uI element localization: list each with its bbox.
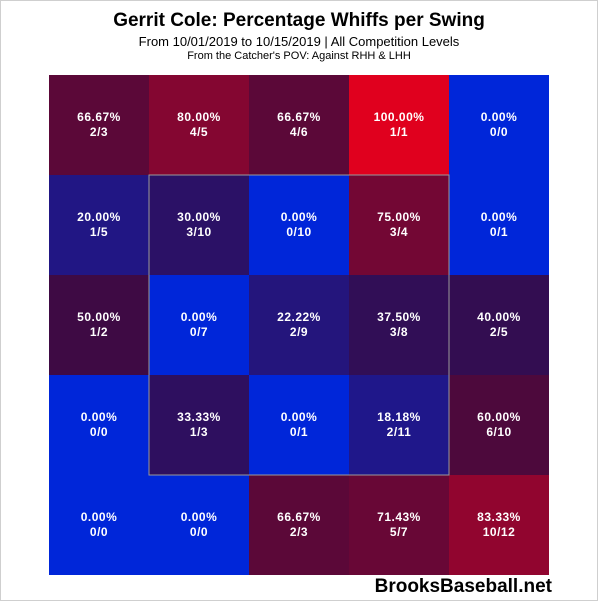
cell-count-label: 6/10 <box>486 425 511 439</box>
cell-count-label: 1/2 <box>90 325 108 339</box>
cell-count-label: 0/0 <box>190 525 208 539</box>
brooks-baseball-watermark: BrooksBaseball.net <box>374 576 552 597</box>
cell-count-label: 0/7 <box>190 325 208 339</box>
cell-percentage-label: 0.00% <box>81 410 118 424</box>
heatmap-cell <box>449 175 549 275</box>
cell-percentage-label: 33.33% <box>177 410 221 424</box>
chart-subtitle: From 10/01/2019 to 10/15/2019 | All Comp… <box>138 34 460 49</box>
heatmap-cell <box>49 375 149 475</box>
cell-percentage-label: 40.00% <box>477 310 521 324</box>
cell-percentage-label: 37.50% <box>377 310 421 324</box>
cell-count-label: 2/9 <box>290 325 308 339</box>
cell-percentage-label: 60.00% <box>477 410 521 424</box>
cell-count-label: 2/3 <box>90 125 108 139</box>
cell-percentage-label: 0.00% <box>281 410 318 424</box>
cell-percentage-label: 0.00% <box>81 510 118 524</box>
cell-count-label: 1/1 <box>390 125 408 139</box>
heatmap-cell <box>249 475 349 575</box>
heatmap-cell <box>449 275 549 375</box>
heatmap-cell <box>149 275 249 375</box>
cell-count-label: 5/7 <box>390 525 408 539</box>
chart-title: Gerrit Cole: Percentage Whiffs per Swing <box>113 10 485 31</box>
cell-count-label: 4/5 <box>190 125 208 139</box>
cell-percentage-label: 0.00% <box>481 210 518 224</box>
cell-count-label: 0/10 <box>286 225 311 239</box>
heatmap-cell <box>49 275 149 375</box>
cell-percentage-label: 20.00% <box>77 210 121 224</box>
heatmap-cell <box>449 475 549 575</box>
heatmap-cell <box>49 475 149 575</box>
cell-percentage-label: 83.33% <box>477 510 521 524</box>
cell-percentage-label: 100.00% <box>374 110 425 124</box>
cell-count-label: 0/0 <box>90 525 108 539</box>
cell-count-label: 2/3 <box>290 525 308 539</box>
heatmap-cell <box>349 475 449 575</box>
heatmap-cell <box>449 75 549 175</box>
cell-percentage-label: 0.00% <box>281 210 318 224</box>
strike-zone-outline <box>148 174 450 476</box>
cell-count-label: 1/3 <box>190 425 208 439</box>
cell-count-label: 2/5 <box>490 325 508 339</box>
heatmap-cell <box>49 175 149 275</box>
heatmap-cell <box>349 75 449 175</box>
cell-count-label: 3/4 <box>390 225 408 239</box>
cell-percentage-label: 66.67% <box>77 110 121 124</box>
cell-percentage-label: 75.00% <box>377 210 421 224</box>
cell-percentage-label: 71.43% <box>377 510 421 524</box>
cell-count-label: 10/12 <box>483 525 516 539</box>
heatmap-cell <box>249 75 349 175</box>
cell-count-label: 0/1 <box>290 425 308 439</box>
heatmap-cell <box>249 175 349 275</box>
cell-percentage-label: 22.22% <box>277 310 321 324</box>
heatmap-cell <box>449 375 549 475</box>
cell-count-label: 1/5 <box>90 225 108 239</box>
cell-percentage-label: 0.00% <box>181 510 218 524</box>
cell-percentage-label: 50.00% <box>77 310 121 324</box>
cell-percentage-label: 18.18% <box>377 410 421 424</box>
cell-count-label: 2/11 <box>387 425 412 439</box>
cell-count-label: 0/1 <box>490 225 508 239</box>
cell-count-label: 0/0 <box>90 425 108 439</box>
heatmap-cell <box>49 75 149 175</box>
cell-percentage-label: 30.00% <box>177 210 221 224</box>
heatmap-cell <box>249 375 349 475</box>
cell-count-label: 3/8 <box>390 325 408 339</box>
heatmap-cell <box>149 75 249 175</box>
heatmap-cell <box>349 175 449 275</box>
cell-percentage-label: 66.67% <box>277 110 321 124</box>
heatmap-cell <box>249 275 349 375</box>
heatmap-cell <box>149 375 249 475</box>
cell-percentage-label: 80.00% <box>177 110 221 124</box>
cell-count-label: 3/10 <box>186 225 211 239</box>
cell-percentage-label: 66.67% <box>277 510 321 524</box>
heatmap-cell <box>349 375 449 475</box>
heatmap-cell <box>149 475 249 575</box>
cell-count-label: 0/0 <box>490 125 508 139</box>
cell-percentage-label: 0.00% <box>181 310 218 324</box>
chart-perspective-note: From the Catcher's POV: Against RHH & LH… <box>187 50 411 62</box>
cell-percentage-label: 0.00% <box>481 110 518 124</box>
heatmap-cell <box>149 175 249 275</box>
cell-count-label: 4/6 <box>290 125 308 139</box>
heatmap-cell <box>349 275 449 375</box>
